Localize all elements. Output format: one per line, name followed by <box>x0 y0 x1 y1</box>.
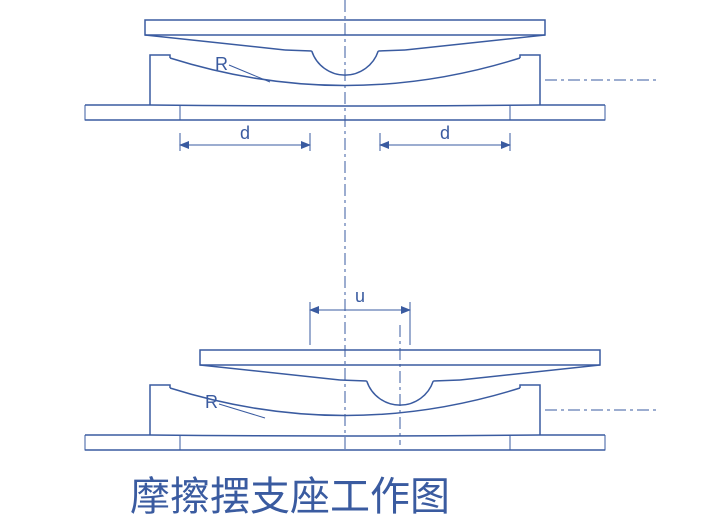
svg-text:d: d <box>440 123 450 143</box>
label-u: u <box>355 286 365 306</box>
label-R-top: R <box>215 54 228 74</box>
diagram-canvas: Rd d Ru 摩擦摆支座工作图 <box>0 0 704 528</box>
diagram-title: 摩擦摆支座工作图 <box>130 475 450 519</box>
svg-text:d: d <box>240 123 250 143</box>
label-R-bottom: R <box>205 392 218 412</box>
